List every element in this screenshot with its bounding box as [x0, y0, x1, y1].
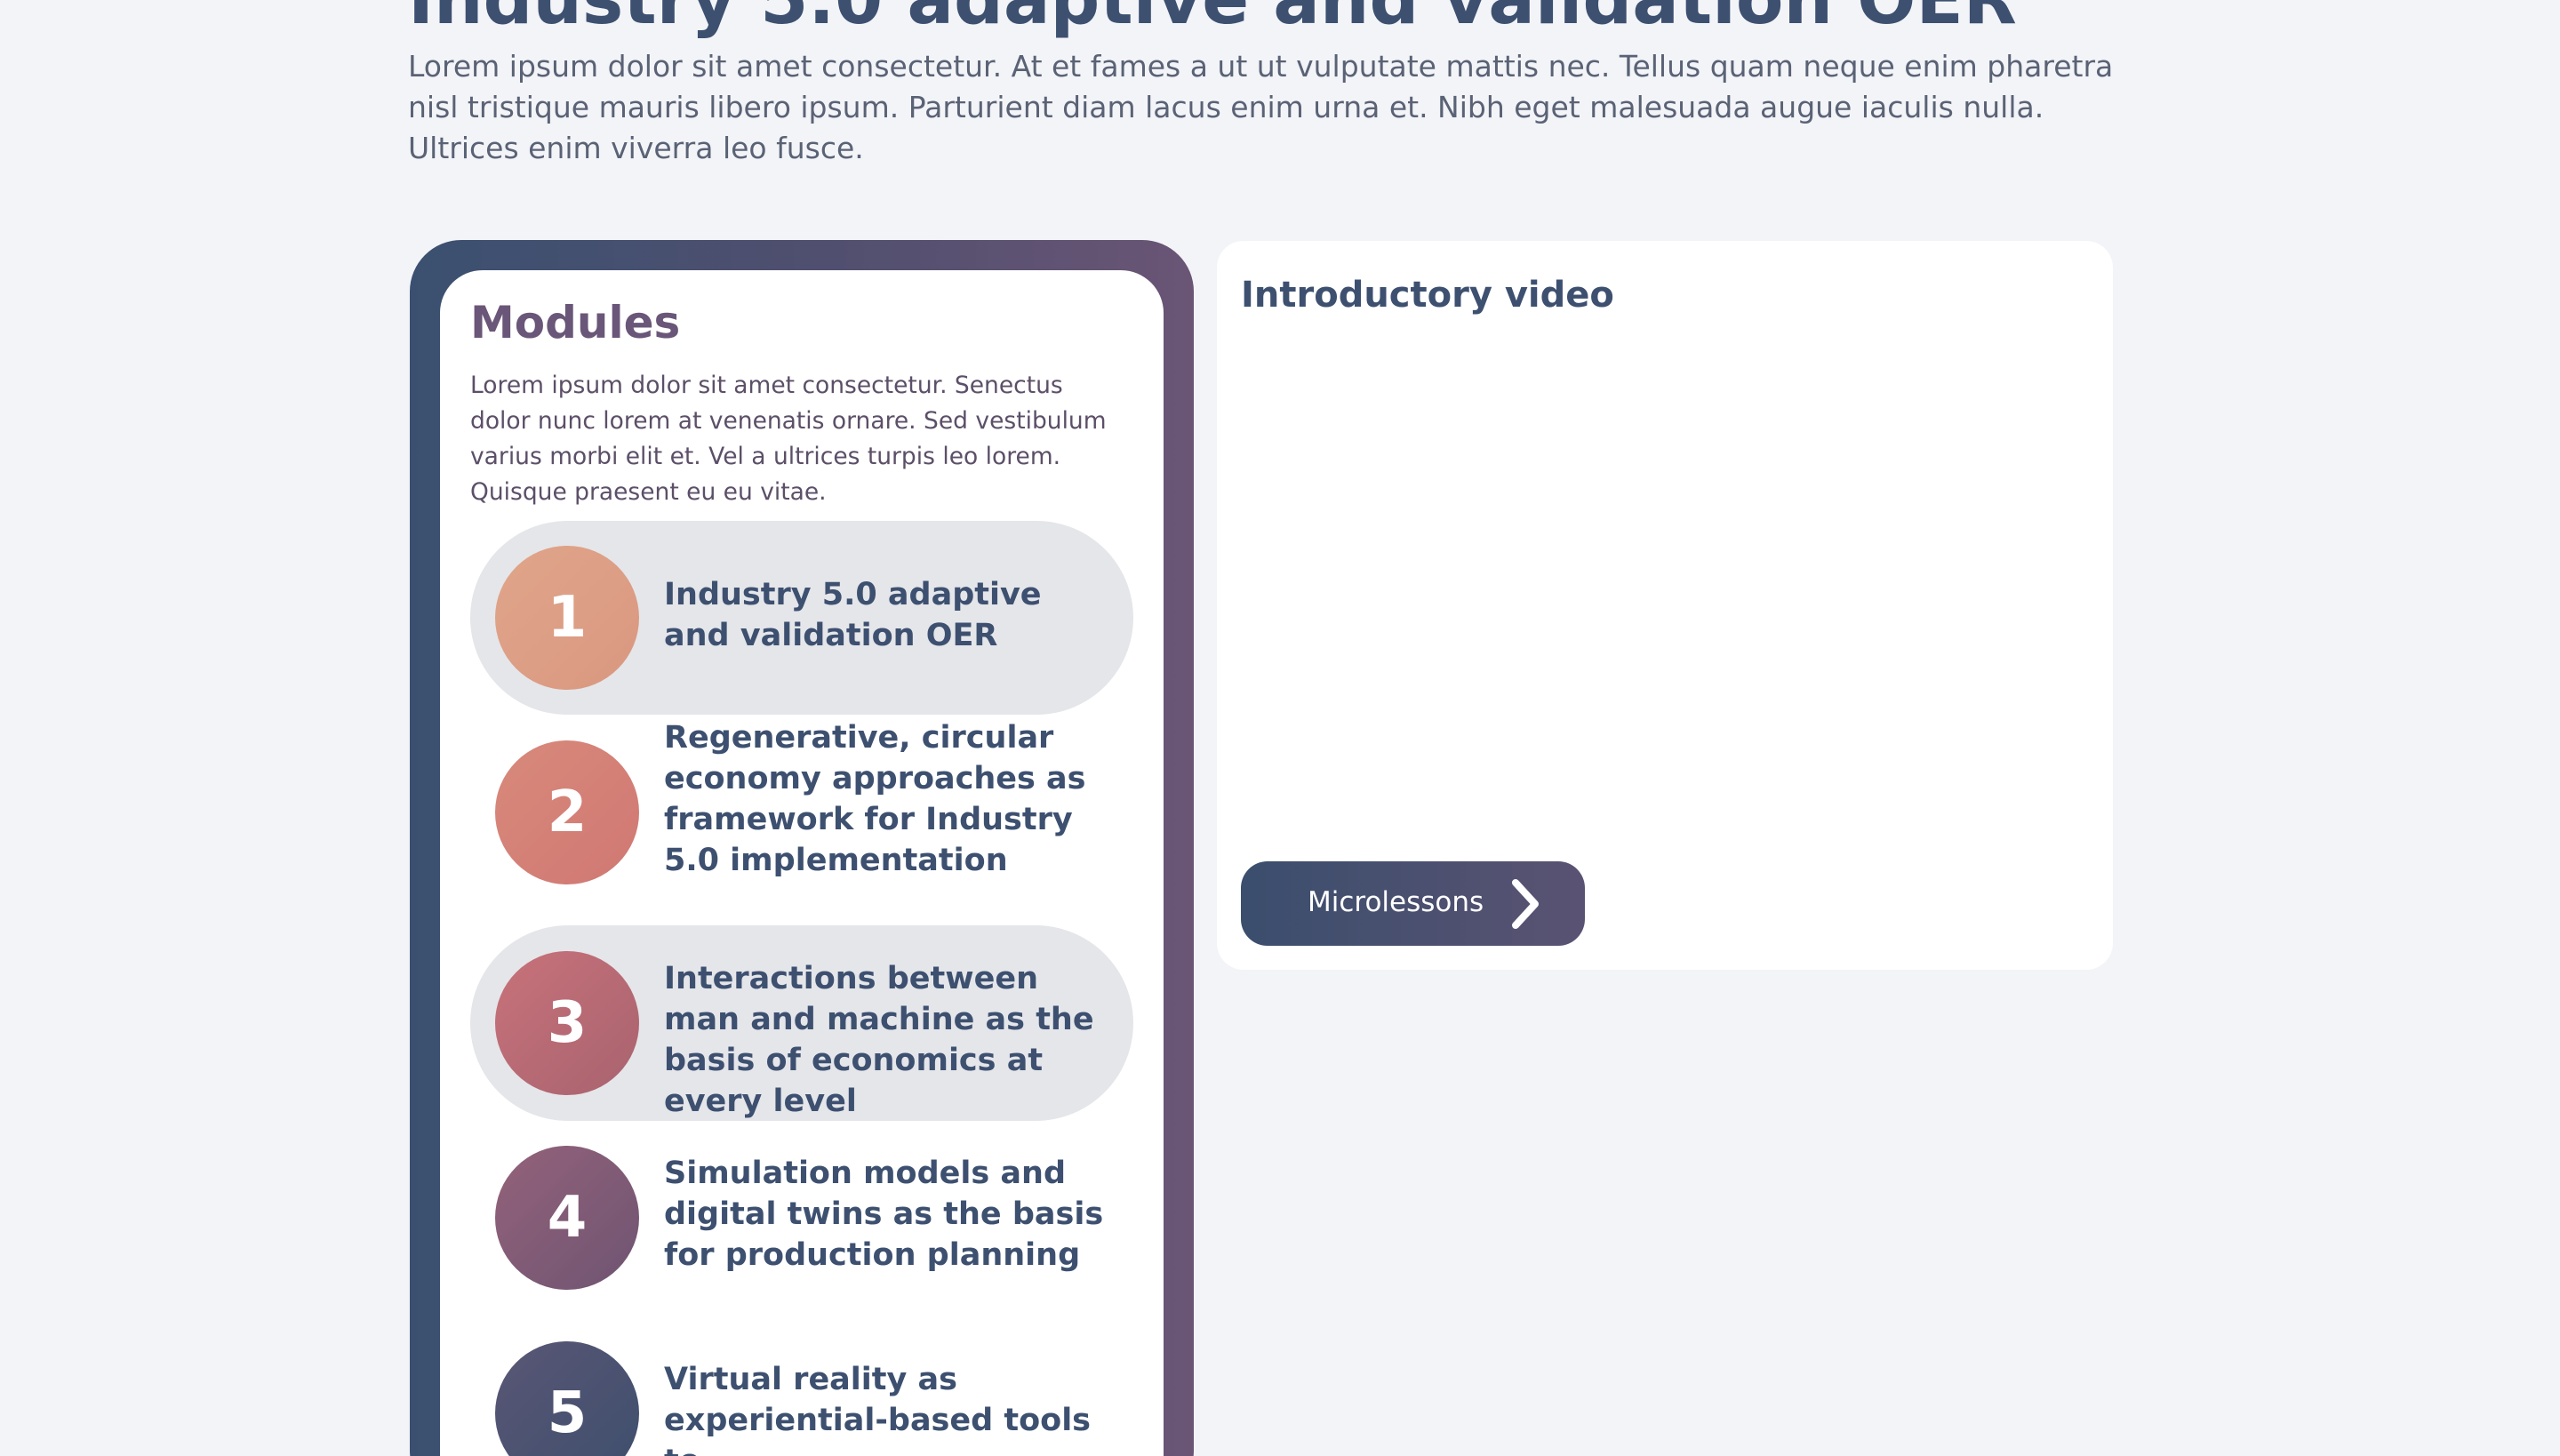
module-item-4[interactable]: 4 Simulation models and digital twins as… — [470, 1121, 1133, 1316]
module-item-3[interactable]: 3 Interactions between man and machine a… — [470, 925, 1133, 1121]
video-player[interactable] — [1241, 339, 2089, 836]
page-intro: Lorem ipsum dolor sit amet consectetur. … — [408, 49, 2114, 165]
modules-description: Lorem ipsum dolor sit amet consectetur. … — [470, 372, 1107, 506]
page-title: Industry 5.0 adaptive and validation OER — [408, 0, 2017, 40]
video-card: Introductory video Microlessons — [1217, 241, 2113, 970]
module-item-2[interactable]: 2 Regenerative, circular economy approac… — [470, 715, 1133, 928]
module-number-badge: 1 — [495, 546, 639, 690]
module-label: Regenerative, circular economy approache… — [664, 720, 1086, 878]
chevron-right-icon — [1509, 878, 1541, 937]
module-item-5[interactable]: 5 Virtual reality as experiential-based … — [470, 1316, 1133, 1456]
modules-title: Modules — [470, 297, 681, 348]
module-number-badge: 2 — [495, 740, 639, 884]
module-item-1[interactable]: 1 Industry 5.0 adaptive and validation O… — [470, 521, 1133, 715]
module-label: Industry 5.0 adaptive and validation OER — [664, 577, 1042, 653]
module-number-badge: 3 — [495, 951, 639, 1095]
modules-card: Modules Lorem ipsum dolor sit amet conse… — [410, 240, 1194, 1456]
video-title: Introductory video — [1241, 275, 1614, 316]
module-number-badge: 5 — [495, 1341, 639, 1456]
module-label: Virtual reality as experiential-based to… — [664, 1362, 1092, 1456]
microlessons-button[interactable]: Microlessons — [1241, 861, 1585, 946]
module-number-badge: 4 — [495, 1146, 639, 1290]
module-label: Simulation models and digital twins as t… — [664, 1156, 1104, 1273]
modules-card-body: Modules Lorem ipsum dolor sit amet conse… — [440, 270, 1164, 1456]
module-label: Interactions between man and machine as … — [664, 961, 1094, 1119]
microlessons-button-label: Microlessons — [1308, 886, 1484, 918]
